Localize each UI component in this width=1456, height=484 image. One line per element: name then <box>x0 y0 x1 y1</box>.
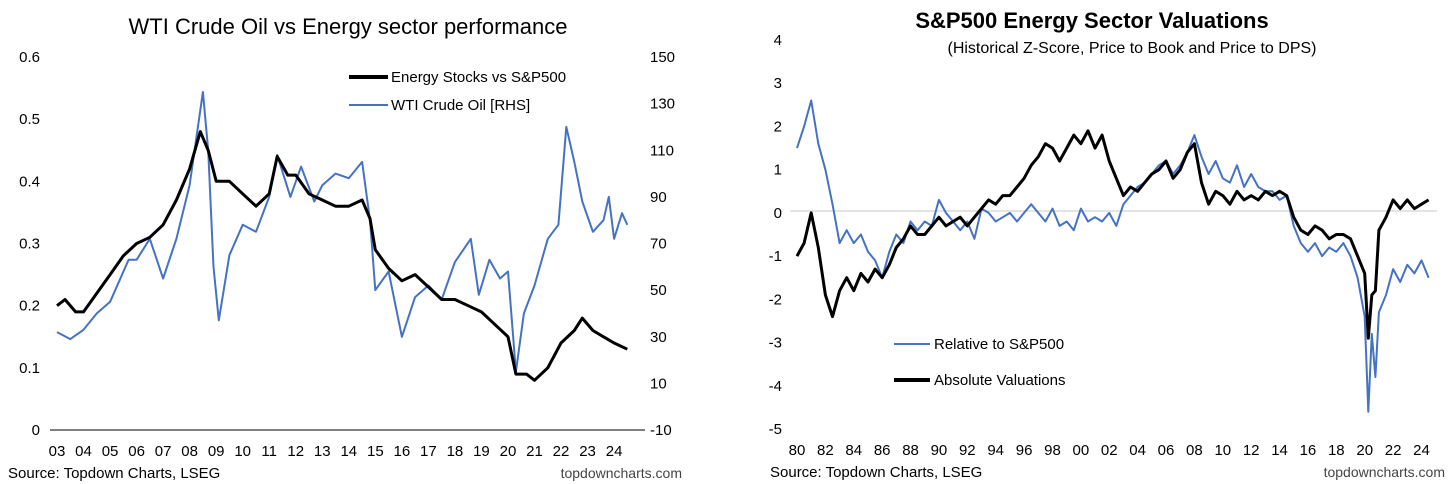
right-y-tick-label: 150 <box>650 49 675 66</box>
right-y-tick-label: 70 <box>650 236 667 253</box>
x-tick-label: 03 <box>49 443 66 460</box>
y-tick-label: 0.2 <box>19 298 40 315</box>
x-tick-label: 86 <box>874 442 891 459</box>
x-tick-label: 17 <box>420 443 437 460</box>
x-tick-label: 94 <box>987 442 1004 459</box>
x-tick-label: 22 <box>1385 442 1402 459</box>
x-tick-label: 92 <box>959 442 976 459</box>
y-tick-label: 0.4 <box>19 173 40 190</box>
x-tick-label: 19 <box>473 443 490 460</box>
x-tick-label: 00 <box>1073 442 1090 459</box>
x-tick-label: 09 <box>208 443 225 460</box>
x-tick-label: 24 <box>1413 442 1430 459</box>
legend-label-energy-stocks: Energy Stocks vs S&P500 <box>391 69 566 86</box>
legend-label-absolute: Absolute Valuations <box>934 372 1065 389</box>
x-tick-label: 16 <box>394 443 411 460</box>
right-y-tick-label: 10 <box>650 375 667 392</box>
x-tick-label: 98 <box>1044 442 1061 459</box>
x-tick-label: 11 <box>261 443 277 460</box>
x-tick-label: 14 <box>1271 442 1288 459</box>
legend: Energy Stocks vs S&P500 WTI Crude Oil [R… <box>349 69 566 114</box>
y-tick-label: 2 <box>774 118 782 135</box>
x-tick-label: 08 <box>1186 442 1203 459</box>
x-tick-label: 12 <box>287 443 304 460</box>
x-tick-label: 05 <box>102 443 119 460</box>
y-tick-label: -5 <box>769 421 782 438</box>
x-tick-label: 22 <box>553 443 570 460</box>
chart-subtitle: (Historical Z-Score, Price to Book and P… <box>947 40 1316 57</box>
y-tick-label: 0.6 <box>19 49 40 66</box>
x-axis: 80 82 84 86 88 90 92 94 96 98 00 02 04 06 08 10 12 14 16 18… <box>789 442 1430 459</box>
y-tick-label: 0.3 <box>19 236 40 253</box>
x-tick-label: 20 <box>1356 442 1373 459</box>
brand-watermark: topdowncharts.com <box>561 465 682 481</box>
x-tick-label: 90 <box>931 442 948 459</box>
x-tick-label: 04 <box>75 443 92 460</box>
chart-title: S&P500 Energy Sector Valuations <box>915 8 1268 33</box>
source-note: Source: Topdown Charts, LSEG <box>770 464 982 481</box>
x-tick-label: 04 <box>1129 442 1146 459</box>
x-tick-label: 14 <box>340 443 357 460</box>
series-group <box>56 91 629 382</box>
x-tick-label: 06 <box>128 443 145 460</box>
x-tick-label: 10 <box>234 443 251 460</box>
y-tick-label: 0 <box>32 422 40 439</box>
x-tick-label: 24 <box>606 443 623 460</box>
energy-valuations-chart: S&P500 Energy Sector Valuations (Histori… <box>769 8 1445 481</box>
brand-watermark: topdowncharts.com <box>1324 464 1445 480</box>
legend-label-wti: WTI Crude Oil [RHS] <box>391 97 530 114</box>
x-tick-label: 88 <box>902 442 919 459</box>
x-tick-label: 18 <box>1328 442 1345 459</box>
series-line-energy-stocks-vs-s-p500 <box>56 130 628 382</box>
x-tick-label: 06 <box>1158 442 1175 459</box>
x-tick-label: 07 <box>155 443 172 460</box>
x-axis: 03 04 05 06 07 08 09 10 11 12 13 14 15 16 17 18 19 20 21 22… <box>49 443 623 460</box>
wti-vs-energy-chart: WTI Crude Oil vs Energy sector performan… <box>8 14 682 482</box>
y-tick-label: 0.1 <box>19 360 40 377</box>
x-tick-label: 21 <box>526 443 543 460</box>
y-tick-label: -2 <box>769 291 782 308</box>
x-tick-label: 82 <box>817 442 834 459</box>
right-y-tick-label: -10 <box>650 422 672 439</box>
x-tick-label: 96 <box>1016 442 1033 459</box>
x-tick-label: 10 <box>1214 442 1231 459</box>
x-tick-label: 80 <box>789 442 806 459</box>
x-tick-label: 23 <box>579 443 596 460</box>
right-y-tick-label: 90 <box>650 189 667 206</box>
x-tick-label: 12 <box>1243 442 1260 459</box>
legend-label-relative: Relative to S&P500 <box>934 336 1064 353</box>
y-tick-label: 3 <box>774 75 782 92</box>
right-y-tick-label: 110 <box>650 142 674 159</box>
y-tick-label: -3 <box>769 335 782 352</box>
x-tick-label: 08 <box>181 443 198 460</box>
y-tick-label: 0.5 <box>19 111 40 128</box>
series-line-wti-crude-oil-rhs <box>56 91 629 373</box>
chart-title: WTI Crude Oil vs Energy sector performan… <box>129 14 568 39</box>
right-y-axis: -10 10 30 50 70 90 110 130 150 <box>650 49 675 439</box>
y-tick-label: 4 <box>774 32 782 49</box>
x-tick-label: 15 <box>367 443 384 460</box>
series-line-absolute-valuations <box>795 129 1430 340</box>
right-y-tick-label: 130 <box>650 96 675 113</box>
series-group <box>795 99 1430 413</box>
legend: Relative to S&P500 Absolute Valuations <box>894 336 1065 389</box>
x-tick-label: 02 <box>1101 442 1118 459</box>
y-axis: -5 -4 -3 -2 -1 0 1 2 3 4 <box>769 32 782 438</box>
y-tick-label: 0 <box>774 205 782 222</box>
x-tick-label: 13 <box>314 443 331 460</box>
right-y-tick-label: 30 <box>650 329 667 346</box>
source-note: Source: Topdown Charts, LSEG <box>8 465 220 482</box>
y-tick-label: -1 <box>769 248 782 265</box>
x-tick-label: 16 <box>1300 442 1317 459</box>
right-y-tick-label: 50 <box>650 282 667 299</box>
x-tick-label: 84 <box>845 442 862 459</box>
x-tick-label: 20 <box>500 443 517 460</box>
y-tick-label: -4 <box>769 378 782 395</box>
x-tick-label: 18 <box>447 443 464 460</box>
left-y-axis: 0 0.1 0.2 0.3 0.4 0.5 0.6 <box>19 49 40 439</box>
y-tick-label: 1 <box>774 162 782 179</box>
